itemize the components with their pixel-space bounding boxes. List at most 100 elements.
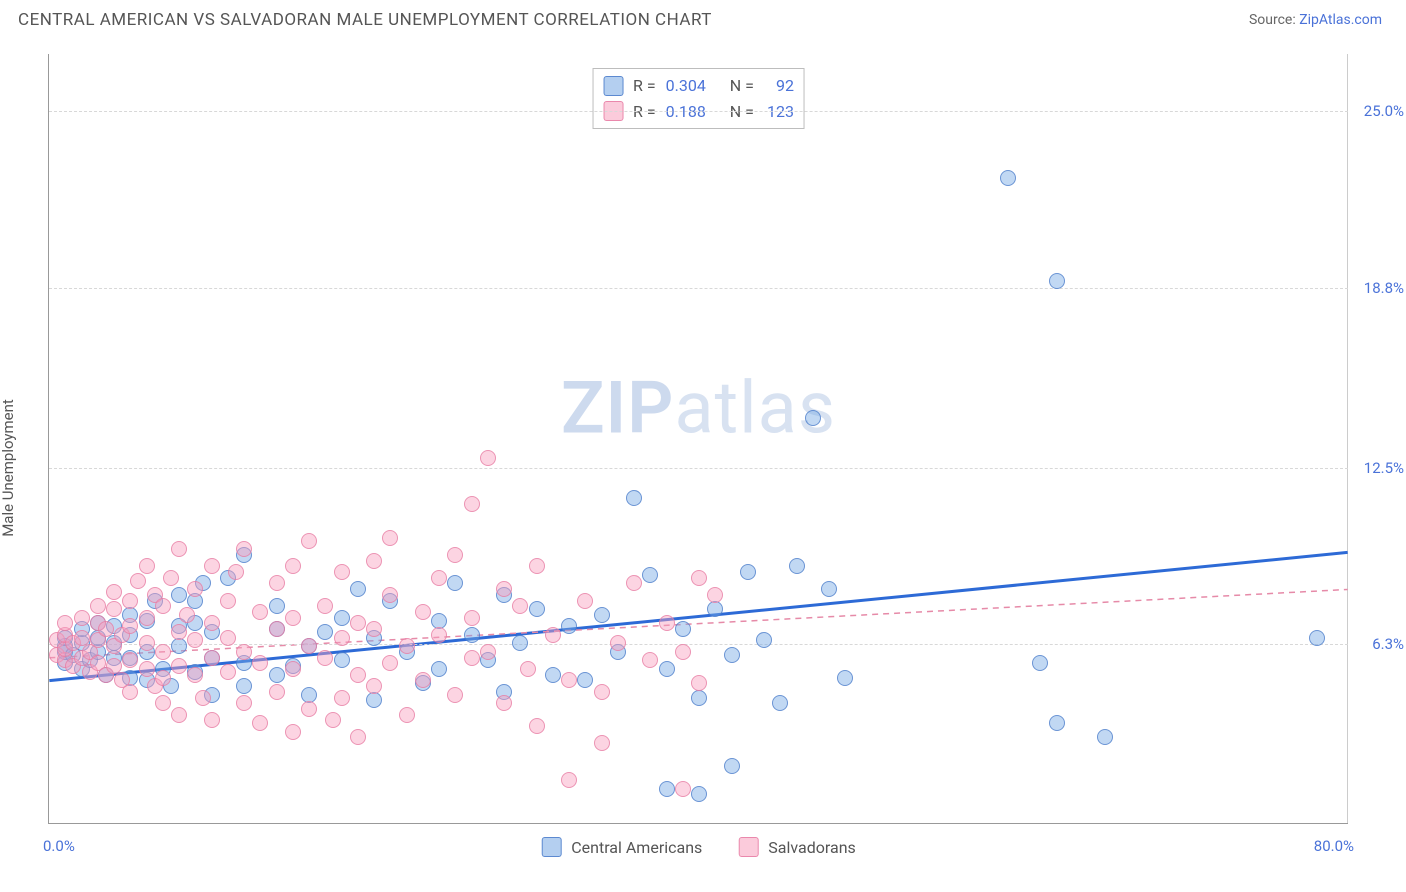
scatter-point xyxy=(155,598,171,614)
scatter-point xyxy=(707,601,723,617)
x-tick-max: 80.0% xyxy=(1314,837,1354,855)
r-value-blue: 0.304 xyxy=(666,73,706,99)
scatter-point xyxy=(171,638,187,654)
source-link[interactable]: ZipAtlas.com xyxy=(1299,12,1382,28)
scatter-point xyxy=(317,650,333,666)
scatter-point xyxy=(821,581,837,597)
scatter-point xyxy=(334,564,350,580)
n-value-blue: 92 xyxy=(764,73,794,99)
scatter-point xyxy=(163,570,179,586)
source-attribution: Source: ZipAtlas.com xyxy=(1249,12,1382,28)
scatter-point xyxy=(285,610,301,626)
scatter-point xyxy=(220,664,236,680)
scatter-point xyxy=(57,615,73,631)
scatter-point xyxy=(350,615,366,631)
chart-header: CENTRAL AMERICAN VS SALVADORAN MALE UNEM… xyxy=(0,0,1406,36)
scatter-point xyxy=(269,667,285,683)
plot-region: ZIPatlas R = 0.304 N = 92 R = 0.188 N = … xyxy=(48,54,1348,824)
scatter-point xyxy=(545,627,561,643)
scatter-point xyxy=(204,650,220,666)
swatch-blue-icon xyxy=(541,837,561,857)
scatter-point xyxy=(285,661,301,677)
scatter-point xyxy=(545,667,561,683)
scatter-point xyxy=(366,553,382,569)
scatter-point xyxy=(724,647,740,663)
scatter-point xyxy=(464,650,480,666)
scatter-point xyxy=(269,598,285,614)
x-tick-min: 0.0% xyxy=(43,837,75,855)
scatter-point xyxy=(675,781,691,797)
scatter-point xyxy=(236,541,252,557)
scatter-point xyxy=(155,644,171,660)
scatter-point xyxy=(350,581,366,597)
scatter-point xyxy=(496,581,512,597)
scatter-point xyxy=(756,632,772,648)
y-tick-label: 25.0% xyxy=(1352,102,1404,120)
scatter-point xyxy=(707,587,723,603)
scatter-point xyxy=(480,450,496,466)
scatter-point xyxy=(106,584,122,600)
scatter-point xyxy=(447,547,463,563)
scatter-point xyxy=(301,701,317,717)
scatter-point xyxy=(464,627,480,643)
scatter-point xyxy=(1032,655,1048,671)
scatter-point xyxy=(805,410,821,426)
watermark: ZIPatlas xyxy=(561,365,836,450)
y-axis-label: Male Unemployment xyxy=(0,399,17,537)
scatter-point xyxy=(171,624,187,640)
scatter-point xyxy=(1049,273,1065,289)
scatter-point xyxy=(366,678,382,694)
scatter-point xyxy=(179,607,195,623)
scatter-point xyxy=(366,692,382,708)
scatter-point xyxy=(594,684,610,700)
legend-item-blue[interactable]: Central Americans xyxy=(541,837,702,857)
scatter-point xyxy=(334,690,350,706)
scatter-point xyxy=(529,718,545,734)
n-label: N = xyxy=(730,73,754,99)
scatter-point xyxy=(642,567,658,583)
scatter-point xyxy=(301,533,317,549)
scatter-point xyxy=(626,490,642,506)
scatter-point xyxy=(496,695,512,711)
scatter-point xyxy=(594,735,610,751)
right-axis-line xyxy=(1347,54,1348,823)
scatter-point xyxy=(155,670,171,686)
scatter-point xyxy=(1097,729,1113,745)
stats-legend-box: R = 0.304 N = 92 R = 0.188 N = 123 xyxy=(592,68,805,129)
scatter-point xyxy=(520,661,536,677)
scatter-point xyxy=(269,621,285,637)
stats-row-blue: R = 0.304 N = 92 xyxy=(603,73,794,99)
swatch-pink-icon xyxy=(738,837,758,857)
r-label: R = xyxy=(633,73,656,99)
scatter-point xyxy=(220,593,236,609)
scatter-point xyxy=(447,687,463,703)
scatter-point xyxy=(480,644,496,660)
scatter-point xyxy=(74,610,90,626)
scatter-point xyxy=(220,630,236,646)
scatter-point xyxy=(366,621,382,637)
legend-item-pink[interactable]: Salvadorans xyxy=(738,837,855,857)
scatter-point xyxy=(204,615,220,631)
scatter-point xyxy=(659,661,675,677)
scatter-point xyxy=(837,670,853,686)
scatter-point xyxy=(464,496,480,512)
chart-area: Male Unemployment ZIPatlas R = 0.304 N =… xyxy=(0,44,1406,892)
scatter-point xyxy=(252,655,268,671)
legend-label-pink: Salvadorans xyxy=(768,838,855,857)
scatter-point xyxy=(334,610,350,626)
scatter-point xyxy=(789,558,805,574)
scatter-point xyxy=(399,638,415,654)
scatter-point xyxy=(171,587,187,603)
scatter-point xyxy=(659,781,675,797)
scatter-point xyxy=(139,558,155,574)
scatter-point xyxy=(187,667,203,683)
scatter-point xyxy=(1000,170,1016,186)
scatter-point xyxy=(252,604,268,620)
scatter-point xyxy=(399,707,415,723)
scatter-point xyxy=(350,667,366,683)
swatch-blue-icon xyxy=(603,76,623,96)
scatter-point xyxy=(431,627,447,643)
scatter-point xyxy=(382,530,398,546)
scatter-point xyxy=(561,672,577,688)
scatter-point xyxy=(431,661,447,677)
